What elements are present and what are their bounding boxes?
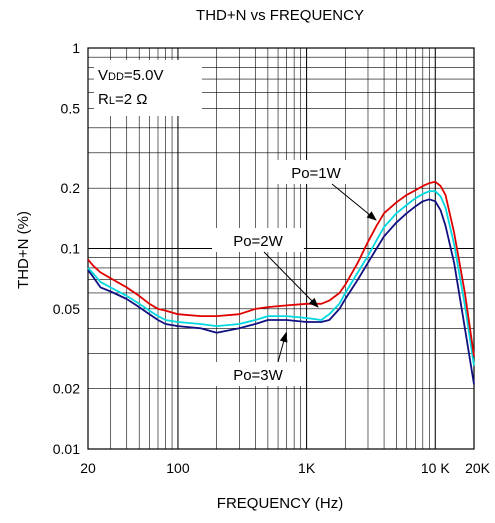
series-line-po2w: [87, 190, 475, 366]
conditions-box: [94, 60, 202, 116]
y-tick-label: 0.1: [61, 241, 81, 257]
x-tick-label: 1K: [298, 460, 316, 476]
y-tick-label: 1: [72, 40, 80, 56]
rl-subscript: L: [109, 95, 115, 107]
x-tick-labels: 20 100 1K 10 K 20K: [80, 460, 490, 476]
x-tick-label: 20K: [465, 460, 491, 476]
rl-value: =2 Ω: [115, 91, 147, 108]
rl-prefix: R: [98, 91, 109, 108]
series-label-po3w: Po=3W: [233, 367, 283, 384]
annotation-arrow-po1w: [331, 183, 377, 221]
x-axis-label: FREQUENCY (Hz): [217, 495, 343, 512]
chart-title: THD+N vs FREQUENCY: [196, 7, 364, 24]
annotation-arrow-po2w: [263, 251, 319, 308]
label-bg-po2w: [212, 228, 304, 252]
series-line-po1w: [87, 180, 475, 357]
vdd-prefix: V: [98, 67, 108, 84]
vdd-value: =5.0V: [124, 67, 164, 84]
label-bg-po3w: [212, 362, 304, 386]
y-tick-label: 0.02: [53, 381, 80, 397]
rl-condition: RL=2 Ω: [98, 91, 147, 108]
x-tick-label: 100: [166, 460, 190, 476]
series-label-po1w: Po=1W: [291, 165, 341, 182]
y-tick-label: 0.5: [61, 100, 81, 116]
y-tick-label: 0.05: [53, 301, 80, 317]
annotation-arrow-po3w: [277, 332, 288, 363]
vdd-subscript: DD: [108, 71, 124, 83]
series-label-po2w: Po=2W: [233, 233, 283, 250]
label-bg-po1w: [270, 160, 362, 184]
x-tick-label: 20: [80, 460, 96, 476]
y-axis-label: THD+N (%): [15, 211, 32, 289]
y-tick-labels: 1 0.5 0.2 0.1 0.05 0.02 0.01: [53, 40, 80, 457]
x-tick-label: 10 K: [421, 460, 450, 476]
vdd-condition: VDD=5.0V: [98, 67, 164, 84]
series-lines: [87, 180, 475, 385]
plot-frame: [87, 47, 475, 450]
y-tick-label: 0.01: [53, 441, 80, 457]
series-line-po3w: [87, 198, 475, 385]
y-tick-label: 0.2: [61, 180, 81, 196]
